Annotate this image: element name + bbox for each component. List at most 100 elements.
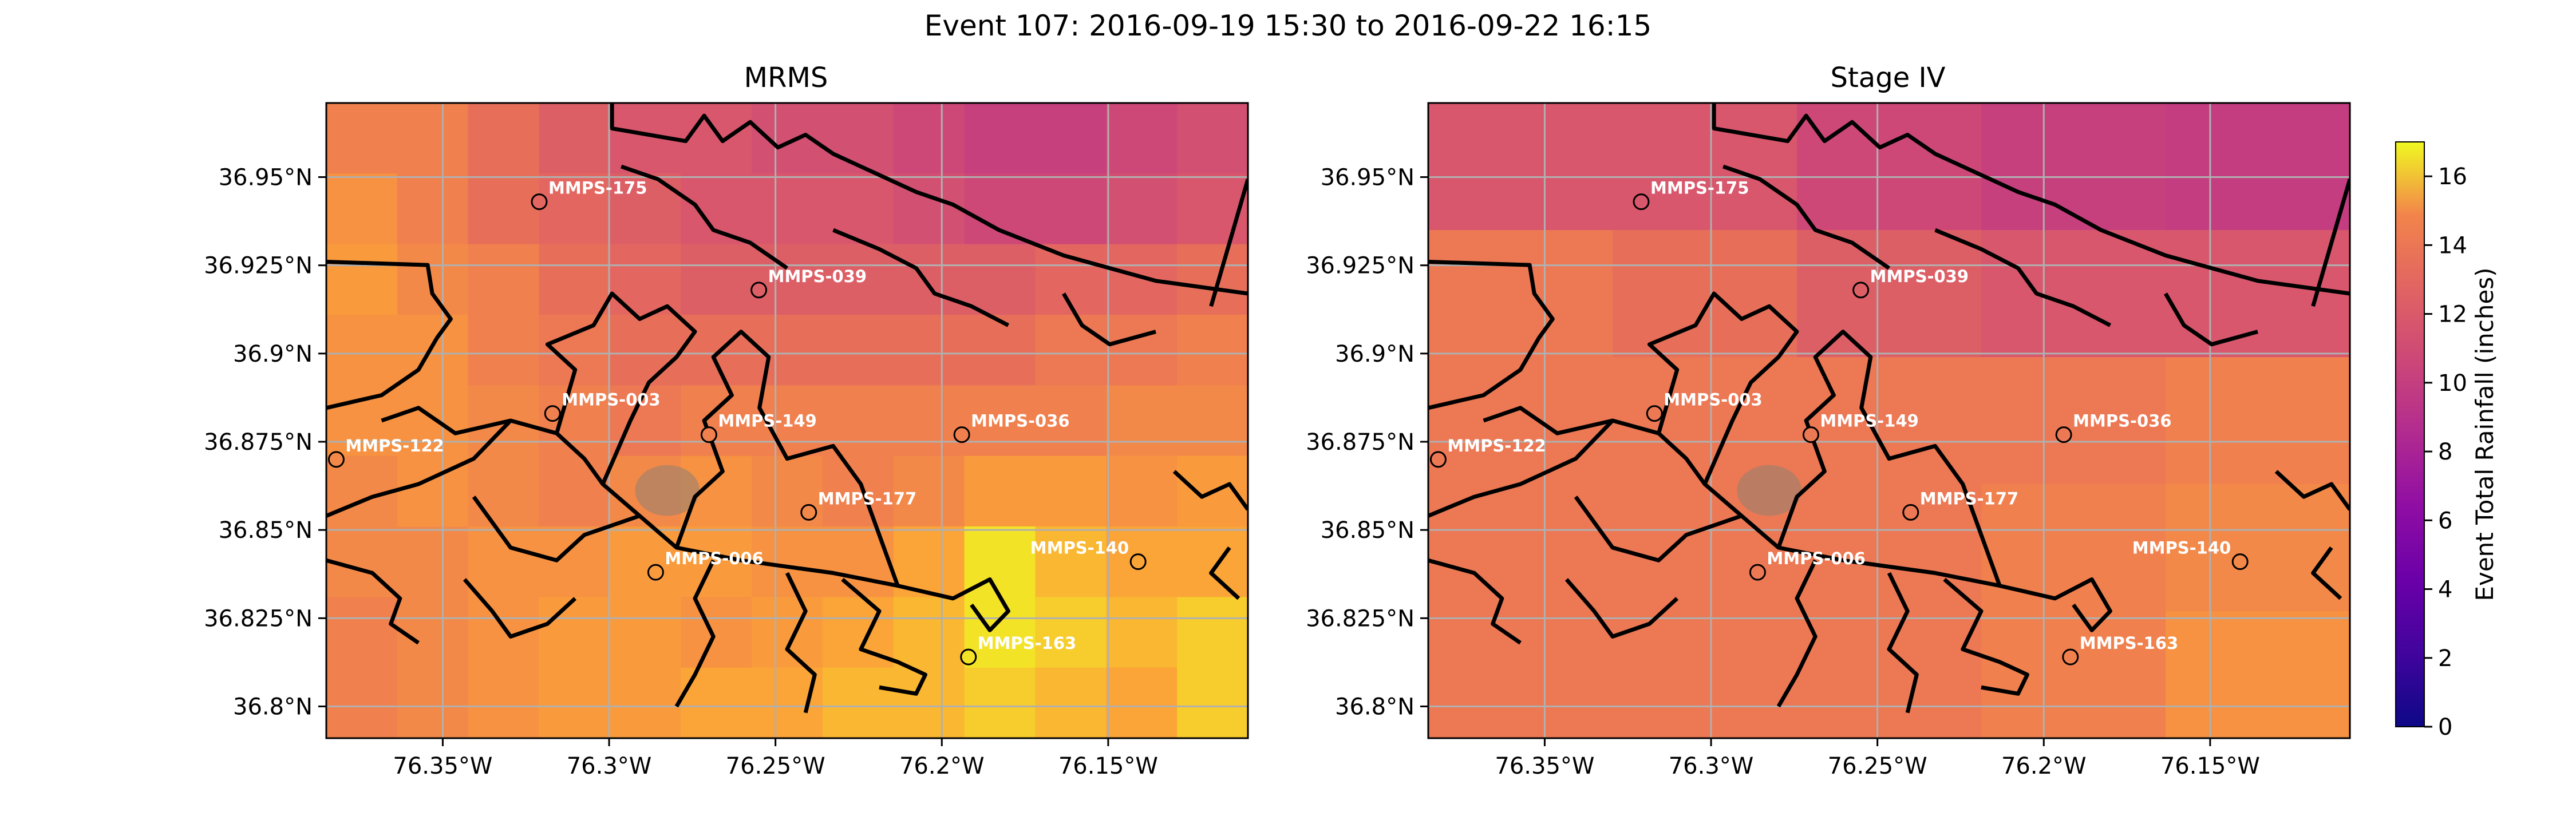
station-marker xyxy=(647,564,664,581)
station-marker xyxy=(1852,282,1870,299)
coastline-path xyxy=(1712,103,2350,296)
station-marker xyxy=(1429,451,1447,468)
rainfall-cell xyxy=(1797,103,1982,231)
x-tick-label: 76.2°W xyxy=(899,753,985,779)
x-tick-label: 76.3°W xyxy=(1669,753,1754,779)
land-patch xyxy=(635,465,700,516)
coastline-path xyxy=(674,559,716,708)
rainfall-cell xyxy=(752,667,823,738)
station-label: MMPS-006 xyxy=(665,549,763,568)
coastline-path xyxy=(832,228,1010,327)
x-tick-label: 76.2°W xyxy=(2001,753,2087,779)
coastline-path xyxy=(463,578,577,639)
station-marker xyxy=(1902,504,1919,521)
panel-title: MRMS xyxy=(744,62,828,94)
rainfall-cell xyxy=(326,103,398,175)
coastline-path xyxy=(785,572,817,714)
colorbar-tick-label: 6 xyxy=(2438,508,2452,534)
rainfall-cell xyxy=(1106,597,1178,668)
coastline-path xyxy=(841,577,927,696)
station-label: MMPS-003 xyxy=(1664,390,1762,410)
rainfall-cell xyxy=(397,526,469,598)
colorbar-tick-label: 12 xyxy=(2438,302,2467,328)
coastline-path xyxy=(1887,572,1919,714)
rainfall-cell xyxy=(1981,230,2166,358)
rainfall-cell xyxy=(397,597,469,668)
station-label: MMPS-036 xyxy=(971,411,1069,431)
rainfall-cell xyxy=(1428,103,1613,231)
rainfall-cell xyxy=(681,244,752,315)
gridlines xyxy=(1428,103,2350,738)
coastline-path xyxy=(1776,330,2002,587)
coastline-path xyxy=(545,291,697,485)
coastline-path xyxy=(326,260,453,410)
coastline-path xyxy=(1722,164,1890,270)
rainfall-cell xyxy=(1613,357,1797,485)
x-tick-label: 76.25°W xyxy=(726,753,825,779)
coastline-path xyxy=(1061,292,1156,347)
rainfall-cell xyxy=(893,385,965,457)
rainfall-cell xyxy=(1177,173,1248,245)
rainfall-cell xyxy=(822,315,894,386)
rainfall-cell xyxy=(397,173,469,245)
colorbar-label: Event Total Rainfall (inches) xyxy=(2471,267,2499,601)
y-tick-label: 36.8°N xyxy=(233,694,313,720)
station-marker xyxy=(700,426,717,443)
rainfall-cell xyxy=(610,244,682,315)
y-tick-label: 36.85°N xyxy=(219,517,313,544)
rainfall-cell xyxy=(326,244,398,315)
coastline-path xyxy=(326,419,512,518)
rainfall-cell xyxy=(1106,455,1178,527)
station-marker xyxy=(960,648,977,665)
rainfall-cell xyxy=(1177,526,1248,598)
coastline-path xyxy=(472,496,641,562)
rainfall-cell xyxy=(326,597,398,668)
rainfall-cell xyxy=(610,667,682,738)
rainfall-cell xyxy=(964,244,1036,315)
station-marker xyxy=(1646,405,1663,422)
rainfall-cell xyxy=(822,173,894,245)
station-label: MMPS-177 xyxy=(818,489,916,508)
figure-title: Event 107: 2016-09-19 15:30 to 2016-09-2… xyxy=(924,9,1652,42)
rainfall-cell xyxy=(822,667,894,738)
rainfall-cell xyxy=(1106,173,1178,245)
coastline-path xyxy=(2311,546,2342,600)
colorbar-tick-label: 10 xyxy=(2438,370,2467,397)
y-tick-label: 36.875°N xyxy=(1306,429,1415,455)
rainfall-cell xyxy=(1613,611,1797,738)
rainfall-cell xyxy=(1177,103,1248,175)
station-marker xyxy=(2231,553,2249,571)
rainfall-cell xyxy=(1981,611,2166,738)
rainfall-cell xyxy=(1797,484,1982,612)
rainfall-cell xyxy=(964,455,1036,527)
rainfall-cell xyxy=(964,103,1036,175)
station-marker xyxy=(1129,553,1147,571)
rainfall-cell xyxy=(326,667,398,738)
rainfall-cell xyxy=(397,385,469,457)
colorbar-tick-label: 0 xyxy=(2438,714,2452,740)
x-tick-label: 76.15°W xyxy=(1058,753,1158,779)
rainfall-cell xyxy=(2166,230,2350,358)
x-tick-label: 76.15°W xyxy=(2160,753,2260,779)
station-label: MMPS-163 xyxy=(2080,633,2178,653)
rainfall-cell xyxy=(468,103,540,175)
rainfall-cell xyxy=(681,103,752,175)
rainfall-cell xyxy=(539,103,611,175)
map-panel-mrms: MRMS 76.35°W 76.3°W 76.25°W 76.2°W 76.15°W 36… xyxy=(204,62,1249,779)
station-label: MMPS-140 xyxy=(2132,538,2231,558)
rainfall-cell xyxy=(893,315,965,386)
coastline-path xyxy=(1574,496,1743,562)
coastline-path xyxy=(1172,470,1248,511)
y-tick-label: 36.925°N xyxy=(204,253,313,279)
y-tick-label: 36.85°N xyxy=(1321,517,1415,544)
colorbar-tick-label: 4 xyxy=(2438,577,2452,603)
coastline-path xyxy=(2163,292,2258,347)
station-marker xyxy=(953,426,970,443)
rainfall-cell xyxy=(681,385,752,457)
station-label: MMPS-175 xyxy=(1650,179,1749,198)
rainfall-cell xyxy=(681,597,752,668)
rainfall-cell xyxy=(468,455,540,527)
rainfall-cell xyxy=(468,244,540,315)
station-label: MMPS-039 xyxy=(1870,267,1969,286)
rainfall-cell xyxy=(1797,230,1982,358)
